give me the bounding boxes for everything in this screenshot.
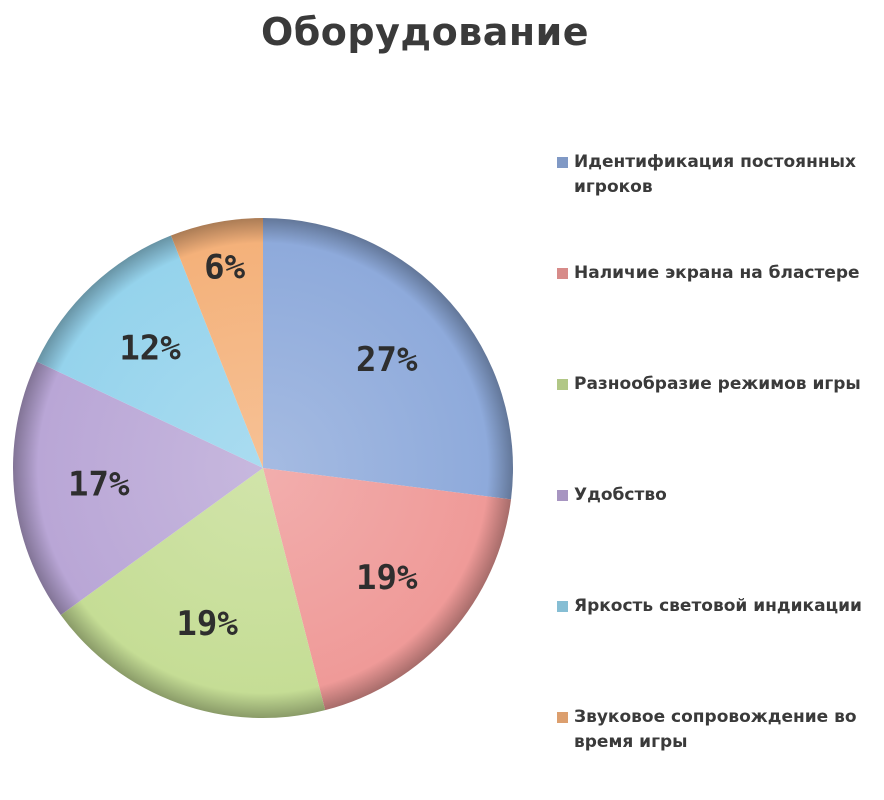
slice-value-label: 17% bbox=[68, 465, 130, 505]
pie-slice-4 bbox=[13, 361, 264, 615]
pie-slice-1 bbox=[263, 218, 513, 500]
legend-swatch bbox=[557, 379, 568, 390]
legend-item: Звуковое сопровождение во время игры bbox=[557, 705, 877, 755]
legend-swatch bbox=[557, 712, 568, 723]
slice-value-label: 6% bbox=[204, 248, 245, 288]
slice-value-label: 19% bbox=[356, 558, 418, 598]
legend-label: Яркость световой индикации bbox=[574, 596, 862, 616]
pie-slice-5 bbox=[36, 235, 263, 468]
pie-slices bbox=[13, 218, 513, 718]
pie-slice-2 bbox=[263, 468, 512, 711]
legend-label: Идентификация постоянных игроков bbox=[574, 152, 856, 197]
slice-value-label: 19% bbox=[176, 604, 238, 644]
legend-label: Разнообразие режимов игры bbox=[574, 374, 861, 394]
legend-item: Яркость световой индикации bbox=[557, 594, 877, 619]
legend-item: Разнообразие режимов игры bbox=[557, 372, 877, 397]
legend-swatch bbox=[557, 601, 568, 612]
legend-item: Наличие экрана на бластере bbox=[557, 261, 877, 286]
slice-value-label: 27% bbox=[356, 340, 418, 380]
legend-label: Звуковое сопровождение во время игры bbox=[574, 707, 857, 752]
legend-item: Идентификация постоянных игроков bbox=[557, 150, 877, 200]
legend-item: Удобство bbox=[557, 483, 877, 508]
pie-slice-3 bbox=[60, 468, 326, 718]
legend-swatch bbox=[557, 268, 568, 279]
legend-swatch bbox=[557, 157, 568, 168]
slice-value-label: 12% bbox=[119, 329, 181, 369]
chart-title: Оборудование bbox=[260, 10, 590, 54]
legend-label: Наличие экрана на бластере bbox=[574, 263, 860, 283]
slice-labels: 27% 19% 19% 17% 12% 6% bbox=[68, 248, 418, 645]
pie-slice-6 bbox=[170, 218, 263, 468]
legend-swatch bbox=[557, 490, 568, 501]
legend-label: Удобство bbox=[574, 485, 667, 505]
